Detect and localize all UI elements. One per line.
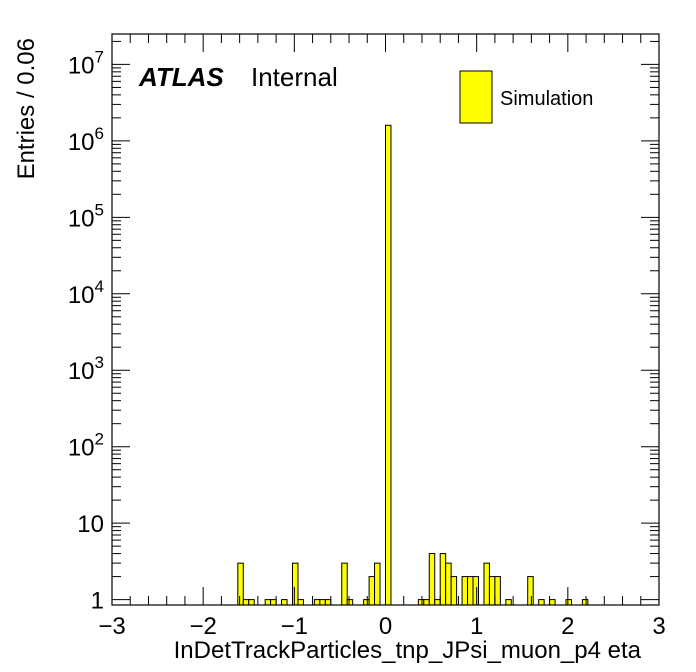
atlas-status-label: Internal (251, 62, 338, 92)
histogram-bar (494, 576, 501, 606)
x-tick-label: −3 (98, 613, 125, 640)
histogram-bar (565, 599, 572, 606)
histogram-bar (467, 576, 474, 606)
x-axis-title: InDetTrackParticles_tnp_JPsi_muon_p4 eta (174, 637, 642, 664)
histogram-bar (297, 599, 304, 606)
histogram-bar (434, 599, 441, 606)
y-tick-label: 105 (68, 200, 104, 232)
x-tick-labels: −3 −2 −1 0 1 2 3 (98, 613, 665, 640)
legend-label-simulation: Simulation (500, 88, 593, 110)
histogram-bar (368, 576, 376, 606)
histogram-bar (505, 599, 512, 606)
y-tick-label: 106 (68, 124, 104, 156)
legend-swatch-simulation (459, 70, 493, 124)
histogram-bar (264, 599, 272, 606)
atlas-label: ATLAS (138, 62, 224, 92)
histogram-bar (483, 562, 490, 606)
histogram-bar (581, 599, 589, 606)
histogram-bar (439, 553, 447, 606)
histogram-bar (549, 599, 556, 606)
histogram-bar (363, 599, 370, 606)
x-tick-label: −1 (281, 613, 308, 640)
histogram-bar (472, 576, 479, 606)
histogram-bar (374, 562, 381, 606)
y-tick-label: 102 (68, 430, 104, 462)
x-axis-ticks (111, 34, 660, 605)
x-tick-label: 2 (561, 613, 574, 640)
histogram-bar (248, 599, 255, 606)
x-tick-label: −2 (189, 613, 216, 640)
histogram-bar (417, 599, 425, 606)
histogram-bar (445, 562, 452, 606)
y-tick-label: 10 (77, 511, 104, 538)
histogram-bar (488, 576, 496, 606)
histogram-bar (423, 599, 430, 606)
histogram-bar (237, 562, 244, 606)
x-tick-label: 0 (379, 613, 392, 640)
histogram-bar (341, 562, 348, 606)
histogram-bar (281, 599, 288, 606)
histogram-bar (450, 576, 458, 606)
legend: Simulation (459, 70, 593, 124)
histogram-bar (292, 562, 299, 606)
y-tick-label: 1 (91, 588, 104, 615)
histogram-bar (313, 599, 321, 606)
histogram-bar (538, 599, 545, 606)
histogram-bar (428, 553, 436, 606)
y-tick-labels: 1 10 102 103 104 105 106 107 (68, 47, 104, 614)
histogram-bar (324, 599, 332, 606)
histogram-bar (242, 599, 250, 606)
histogram-bar (461, 576, 469, 606)
y-axis-ticks (112, 40, 659, 601)
histogram-bars (237, 124, 589, 606)
y-tick-label: 103 (68, 353, 104, 385)
x-tick-label: 3 (652, 613, 665, 640)
histogram-bar (319, 599, 326, 606)
histogram-bar (527, 576, 534, 606)
histogram-bar (346, 599, 354, 606)
y-tick-label: 104 (68, 277, 104, 309)
histogram-bar (270, 599, 277, 606)
y-axis-title: Entries / 0.06 (13, 38, 40, 179)
y-tick-label: 107 (68, 47, 104, 79)
histogram-bar (385, 124, 392, 606)
x-tick-label: 1 (470, 613, 483, 640)
